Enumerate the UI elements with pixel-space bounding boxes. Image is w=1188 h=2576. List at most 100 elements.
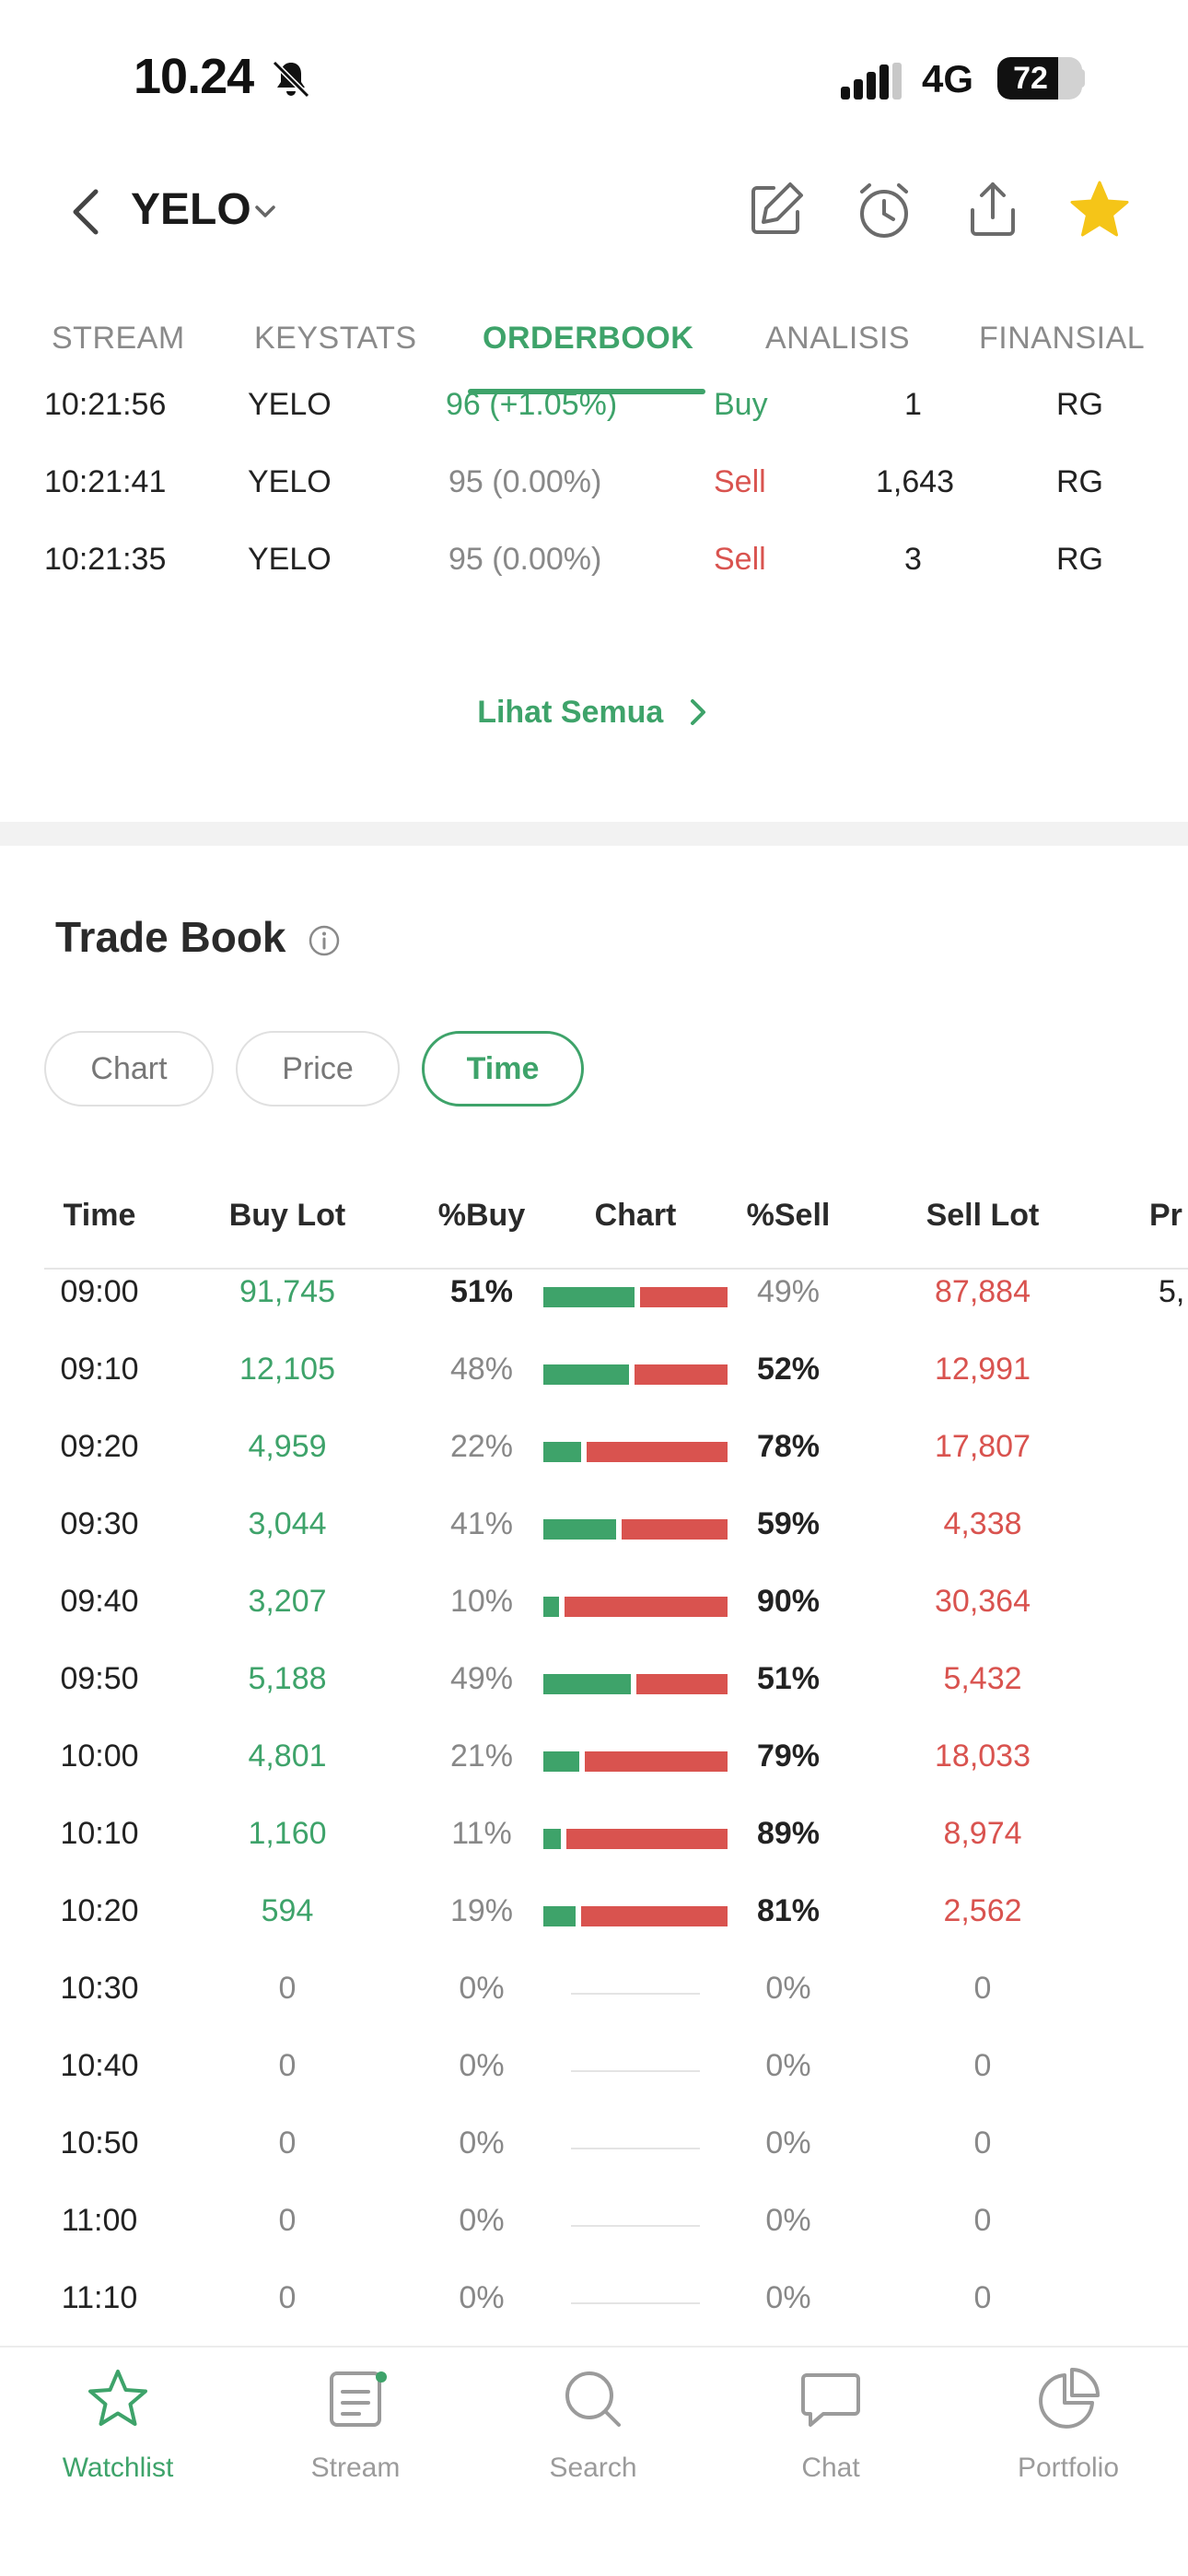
- bell-muted-icon: [272, 60, 310, 99]
- trade-code: YELO: [248, 542, 332, 577]
- tab-keystats[interactable]: KEYSTATS: [254, 321, 417, 356]
- row-buy-lot: 5,188: [248, 1661, 327, 1696]
- tab-stream[interactable]: STREAM: [52, 321, 185, 356]
- row-time: 11:00: [61, 2203, 138, 2238]
- trade-book-row[interactable]: 10:30 0 0% 0% 0: [0, 1971, 1188, 2048]
- star-icon: [88, 2370, 147, 2426]
- stream-notification-dot: [376, 2371, 387, 2383]
- trade-book-row[interactable]: 10:40 0 0% 0% 0: [0, 2048, 1188, 2125]
- row-sell-pct: 52%: [756, 1352, 821, 1387]
- row-time: 09:10: [60, 1352, 139, 1387]
- trade-price: 95 (0.00%): [448, 464, 602, 499]
- row-sell-pct: 79%: [756, 1739, 821, 1774]
- trade-book-row[interactable]: 11:10 0 0% 0% 0: [0, 2280, 1188, 2358]
- nav-watchlist[interactable]: Watchlist: [26, 2366, 210, 2484]
- trade-row[interactable]: 10:21:35 YELO 95 (0.00%) Sell 3 RG: [0, 542, 1188, 619]
- tab-orderbook[interactable]: ORDERBOOK: [483, 321, 694, 356]
- alarm-icon[interactable]: [851, 177, 917, 243]
- stream-icon: [330, 2371, 381, 2427]
- signal-icon: [841, 63, 902, 100]
- trade-book-row[interactable]: 09:00 91,745 51% 49% 87,884 5,: [0, 1274, 1188, 1352]
- row-buy-lot: 3,207: [248, 1584, 327, 1619]
- nav-portfolio[interactable]: Portfolio: [976, 2366, 1160, 2484]
- nav-label: Chat: [801, 2453, 860, 2483]
- share-icon[interactable]: [960, 177, 1026, 243]
- row-buy-lot: 0: [278, 2125, 297, 2160]
- back-icon[interactable]: [63, 184, 109, 240]
- segment-price[interactable]: Price: [236, 1031, 400, 1107]
- trade-book-row[interactable]: 09:50 5,188 49% 51% 5,432: [0, 1661, 1188, 1739]
- row-time: 09:30: [60, 1506, 139, 1541]
- sell-bar: [581, 1906, 728, 1926]
- row-buy-lot: 4,801: [248, 1739, 327, 1774]
- row-sell-lot: 5,432: [943, 1661, 1022, 1696]
- row-buy-lot: 1,160: [248, 1816, 327, 1851]
- row-sell-lot: 4,338: [943, 1506, 1022, 1541]
- nav-label: Watchlist: [62, 2453, 174, 2483]
- see-all-link[interactable]: Lihat Semua: [0, 693, 1188, 731]
- trade-lot: 3: [904, 542, 922, 577]
- trade-book-row[interactable]: 10:00 4,801 21% 79% 18,033: [0, 1739, 1188, 1816]
- ticker-symbol[interactable]: YELO: [131, 185, 251, 234]
- row-sell-lot: 0: [973, 2048, 992, 2083]
- row-buy-lot: 0: [278, 1971, 297, 2006]
- search-icon: [565, 2371, 621, 2427]
- row-sell-pct: 51%: [756, 1661, 821, 1696]
- row-buy-lot: 0: [278, 2048, 297, 2083]
- trade-time: 10:21:35: [44, 542, 167, 577]
- chat-icon: [801, 2373, 860, 2427]
- nav-stream[interactable]: Stream: [263, 2366, 448, 2484]
- sell-bar: [635, 1364, 728, 1385]
- row-buy-lot: 91,745: [239, 1274, 335, 1309]
- segment-time[interactable]: Time: [422, 1031, 584, 1107]
- row-buy-pct: 41%: [449, 1506, 514, 1541]
- row-sell-pct: 89%: [756, 1816, 821, 1851]
- tab-finansial[interactable]: FINANSIAL: [979, 321, 1146, 356]
- buy-bar: [543, 1751, 579, 1772]
- active-tab-indicator: [468, 389, 705, 394]
- row-sell-pct: 90%: [756, 1584, 821, 1619]
- info-icon[interactable]: [308, 924, 341, 957]
- section-divider: [0, 822, 1188, 846]
- trade-book-row[interactable]: 09:10 12,105 48% 52% 12,991: [0, 1352, 1188, 1429]
- trade-book-row[interactable]: 11:00 0 0% 0% 0: [0, 2203, 1188, 2280]
- col-buy-pct[interactable]: %Buy: [437, 1198, 526, 1233]
- trade-price: 95 (0.00%): [448, 542, 602, 577]
- battery-nub: [1077, 69, 1085, 88]
- row-buy-pct: 11%: [451, 1816, 512, 1851]
- trade-book-row[interactable]: 09:40 3,207 10% 90% 30,364: [0, 1584, 1188, 1661]
- trade-book-row[interactable]: 10:10 1,160 11% 89% 8,974: [0, 1816, 1188, 1893]
- trade-row[interactable]: 10:21:56 YELO 96 (+1.05%) Buy 1 RG: [0, 387, 1188, 464]
- tab-analisis[interactable]: ANALISIS: [765, 321, 911, 356]
- row-sell-pct: 81%: [756, 1893, 821, 1928]
- trade-book-row[interactable]: 10:20 594 19% 81% 2,562: [0, 1893, 1188, 1971]
- trade-board: RG: [1056, 542, 1103, 577]
- col-sell-lot[interactable]: Sell Lot: [926, 1198, 1040, 1233]
- row-sell-pct: 0%: [765, 1971, 811, 2006]
- buy-bar: [543, 1906, 576, 1926]
- row-sell-pct: 0%: [765, 2203, 811, 2238]
- trade-book-row[interactable]: 09:30 3,044 41% 59% 4,338: [0, 1506, 1188, 1584]
- row-buy-pct: 0%: [459, 2280, 505, 2315]
- trade-book-row[interactable]: 09:20 4,959 22% 78% 17,807: [0, 1429, 1188, 1506]
- edit-icon[interactable]: [742, 177, 809, 243]
- nav-label: Search: [549, 2453, 637, 2483]
- col-chart: Chart: [594, 1198, 677, 1233]
- row-buy-pct: 49%: [449, 1661, 514, 1696]
- buy-bar: [543, 1364, 629, 1385]
- header-divider: [44, 1268, 1188, 1270]
- chevron-down-icon[interactable]: [251, 201, 279, 223]
- col-price-partial[interactable]: Pr: [1149, 1198, 1182, 1233]
- segment-chart[interactable]: Chart: [44, 1031, 214, 1107]
- trade-lot: 1,643: [876, 464, 955, 499]
- col-sell-pct[interactable]: %Sell: [746, 1198, 831, 1233]
- trade-row[interactable]: 10:21:41 YELO 95 (0.00%) Sell 1,643 RG: [0, 464, 1188, 542]
- nav-chat[interactable]: Chat: [739, 2366, 923, 2484]
- row-time: 10:40: [60, 2048, 139, 2083]
- col-time[interactable]: Time: [63, 1198, 136, 1233]
- row-time: 10:10: [60, 1816, 139, 1851]
- star-filled-icon[interactable]: [1066, 177, 1133, 243]
- col-buy-lot[interactable]: Buy Lot: [228, 1198, 346, 1233]
- nav-search[interactable]: Search: [501, 2366, 685, 2484]
- trade-book-row[interactable]: 10:50 0 0% 0% 0: [0, 2125, 1188, 2203]
